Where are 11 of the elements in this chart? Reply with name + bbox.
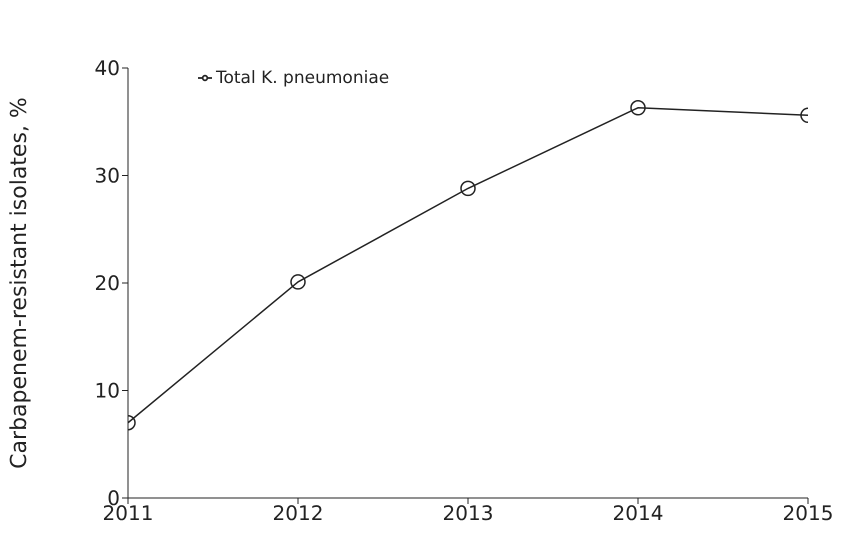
x-tick-label: 2013 (442, 501, 494, 526)
x-tick-label: 2012 (272, 501, 324, 526)
x-tick-label: 2015 (782, 501, 834, 526)
y-tick-label: 20 (94, 271, 120, 296)
x-tick-label: 2014 (612, 501, 664, 526)
point (460, 180, 476, 196)
y-tick-label: 10 (94, 378, 120, 403)
y-tick-label: 40 (94, 56, 120, 80)
y-tick-label: 30 (94, 164, 120, 188)
y-axis-title: Carbapenem-resistant isolates, % (6, 97, 32, 469)
legend-label: Total K. pneumoniae (216, 68, 390, 88)
